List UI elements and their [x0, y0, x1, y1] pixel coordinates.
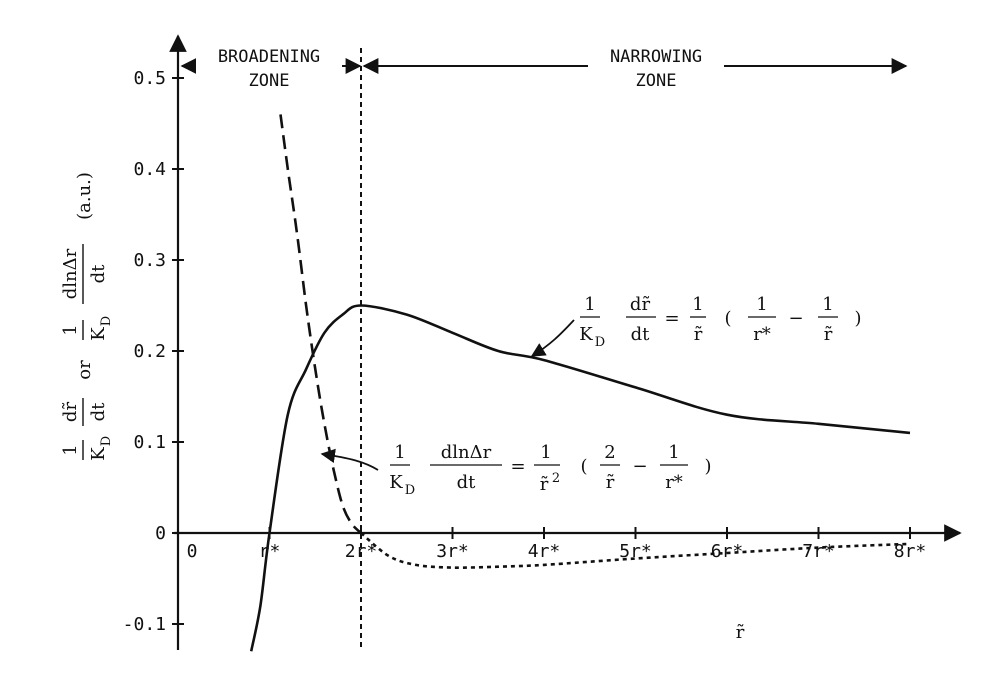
series-line-dlnar-dt-positive: [279, 114, 362, 534]
ylabel-dr: dr̃: [60, 402, 81, 423]
y-tick-label: 0: [155, 523, 166, 544]
eq2-paren-open: (: [580, 456, 587, 477]
x-tick-label: 0: [187, 541, 198, 562]
broadening-zone-line1: BROADENING: [218, 47, 320, 67]
eq1-paren-open: (: [724, 308, 731, 329]
eq2-a-one: 2: [604, 442, 615, 463]
eq1-b-one: 1: [822, 294, 833, 315]
equation-dlnar-dt-pointer: [320, 448, 379, 471]
x-tick-label: 7r*: [802, 541, 835, 562]
series-line-dlnar-dt-negative: [360, 531, 911, 569]
ylabel-k-2: K: [88, 327, 109, 341]
narrowing-zone-line2: ZONE: [636, 71, 677, 91]
eq2-rhs-pow: 2: [552, 471, 560, 486]
x-tick-label: r*: [259, 541, 281, 562]
ylabel-dt-1: dt: [88, 402, 109, 422]
x-tick-label: 2r*: [345, 541, 378, 562]
equation-dr-dt: 1 K D dr̃ dt = 1 r̃ ( 1 r* − 1 r̃ ): [530, 294, 862, 357]
eq1-d: D: [595, 335, 605, 350]
axes: [169, 34, 962, 650]
y-axis-title: 1 K D dr̃ dt or 1 K D dlnΔr dt (a.u.): [60, 172, 114, 461]
ylabel-dt-2: dt: [88, 264, 109, 284]
y-tick-label: 0.4: [133, 159, 166, 180]
eq2-b-one: 1: [668, 442, 679, 463]
eq1-rhs-r: r̃: [694, 324, 703, 345]
eq2-d: D: [405, 483, 415, 498]
eq1-one: 1: [584, 294, 595, 315]
narrowing-zone-label: NARROWING ZONE: [362, 44, 908, 92]
eq1-k: K: [579, 324, 593, 345]
ylabel-or: or: [74, 360, 95, 380]
ylabel-dlnar: dlnΔr: [60, 248, 81, 299]
eq2-rhs-r: r̃: [540, 474, 549, 495]
ylabel-k-1: K: [88, 447, 109, 461]
eq2-den: dt: [457, 472, 477, 493]
eq1-paren-close: ): [854, 308, 861, 329]
eq1-rhs-one: 1: [692, 294, 703, 315]
eq2-b-den: r*: [665, 472, 683, 493]
x-tick-label: 3r*: [436, 541, 469, 562]
eq1-a-one: 1: [756, 294, 767, 315]
series-line-dr-dt: [249, 304, 911, 652]
narrowing-zone-line1: NARROWING: [610, 47, 702, 67]
y-tick-label: 0.5: [133, 68, 166, 89]
y-tick-label: 0.2: [133, 341, 166, 362]
eq2-one: 1: [394, 442, 405, 463]
eq2-num: dlnΔr: [441, 442, 492, 463]
eq1-a-den: r*: [753, 324, 771, 345]
y-ticks: -0.1 0 0.1 0.2 0.3 0.4 0.5: [123, 68, 184, 635]
eq2-k: K: [389, 472, 403, 493]
y-tick-label: 0.3: [133, 250, 166, 271]
ylabel-one-2: 1: [60, 324, 81, 335]
y-tick-label: 0.1: [133, 432, 166, 453]
equation-dr-dt-pointer: [530, 319, 575, 357]
broadening-zone-line2: ZONE: [249, 71, 290, 91]
eq2-paren-close: ): [704, 456, 711, 477]
x-axis-title: r̃: [736, 622, 745, 643]
equation-dlnar-dt: 1 K D dlnΔr dt = 1 r̃ 2 ( 2 r̃ − 1 r* ): [320, 442, 712, 498]
ylabel-d-1: D: [99, 436, 114, 446]
eq1-num: dr̃: [630, 294, 651, 315]
ylabel-unit: (a.u.): [74, 172, 95, 220]
broadening-zone-label: BROADENING ZONE: [180, 44, 362, 92]
x-tick-label: 4r*: [528, 541, 561, 562]
ylabel-one-1: 1: [60, 444, 81, 455]
eq2-rhs-one: 1: [540, 442, 551, 463]
eq2-minus: −: [632, 456, 647, 477]
x-tick-label: 6r*: [711, 541, 744, 562]
eq1-minus: −: [788, 308, 803, 329]
x-tick-label: 8r*: [894, 541, 927, 562]
eq1-b-den: r̃: [824, 324, 833, 345]
eq2-a-den: r̃: [606, 472, 615, 493]
x-tick-label: 5r*: [619, 541, 652, 562]
ylabel-d-2: D: [99, 316, 114, 326]
eq1-eq: =: [664, 308, 679, 329]
eq1-den: dt: [631, 324, 651, 345]
eq2-eq: =: [510, 456, 525, 477]
y-tick-label: -0.1: [123, 614, 166, 635]
